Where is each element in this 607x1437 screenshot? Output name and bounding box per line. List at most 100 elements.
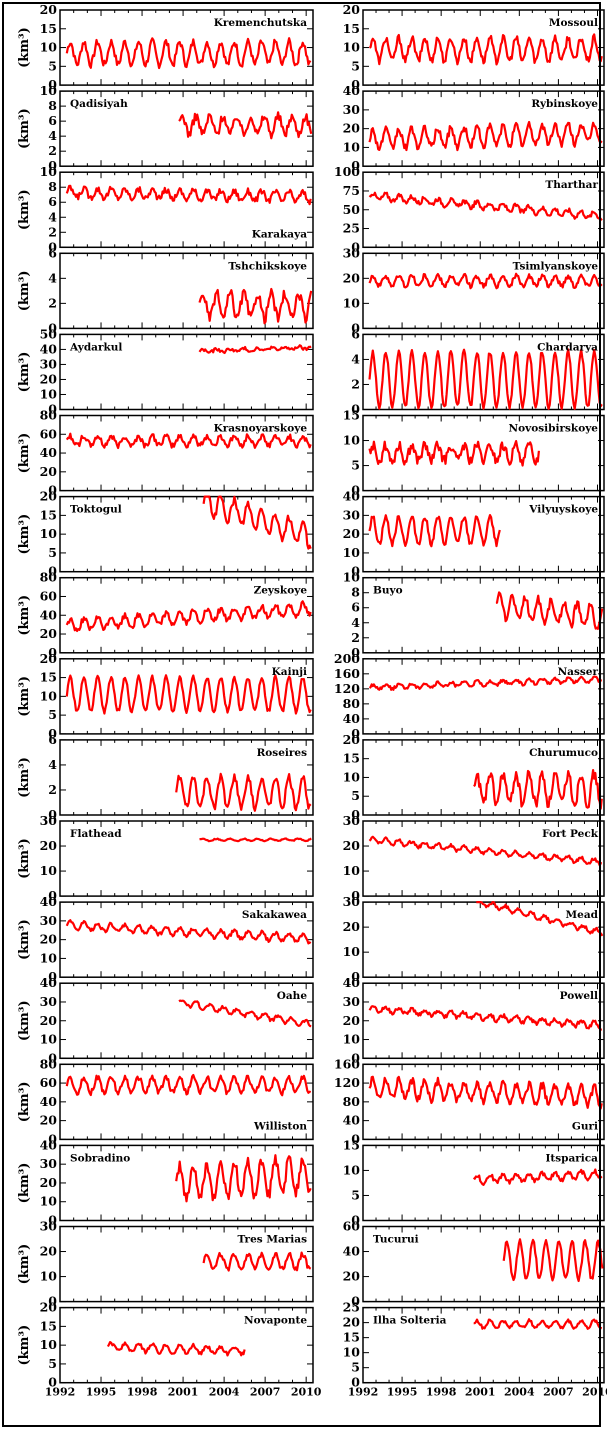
- y-tick-label: 8: [351, 585, 360, 600]
- x-tick-label: 1992: [45, 1386, 76, 1399]
- y-tick-label: 80: [40, 1056, 58, 1071]
- y-tick-label: 20: [343, 919, 361, 934]
- panel-name: Novaponte: [244, 1315, 307, 1327]
- y-tick-label: 10: [40, 164, 58, 179]
- series-line: [368, 120, 603, 152]
- series-line: [473, 769, 603, 810]
- y-axis-unit-label: (km³): [17, 757, 32, 798]
- y-tick-label: 10: [40, 83, 58, 98]
- y-tick-label: 20: [343, 1269, 361, 1284]
- series-line: [106, 1341, 246, 1357]
- y-tick-label: 4: [48, 209, 57, 224]
- x-tick-label: 2001: [465, 1386, 496, 1399]
- y-tick-label: 50: [40, 326, 58, 341]
- y-tick-label: 10: [40, 1194, 58, 1209]
- y-tick-label: 10: [343, 570, 361, 585]
- y-axis-unit-label: (km³): [17, 108, 32, 149]
- x-tick-label: 1995: [86, 1386, 117, 1399]
- y-tick-label: 10: [40, 1337, 58, 1352]
- y-tick-label: 40: [343, 1244, 361, 1259]
- series-line: [472, 1168, 603, 1186]
- y-tick-label: 40: [40, 445, 58, 460]
- y-tick-label: 20: [40, 1244, 58, 1259]
- y-tick-label: 0: [351, 1294, 360, 1309]
- y-tick-label: 60: [343, 1219, 361, 1234]
- y-tick-label: 0: [351, 402, 360, 417]
- y-tick-label: 20: [343, 526, 361, 541]
- panel-novaponte: 0 5 10 15 20 (km³) Novaponte: [17, 1300, 314, 1390]
- x-tick-label: 1995: [387, 1386, 418, 1399]
- panel-guri: 0 40 80 120 160 Guri: [334, 1056, 605, 1146]
- figure-border: [2, 2, 601, 1427]
- series-line: [65, 432, 312, 450]
- y-tick-label: 0: [351, 888, 360, 903]
- y-tick-label: 5: [48, 58, 57, 73]
- y-tick-label: 15: [40, 670, 57, 685]
- panel-name: Itsparica: [545, 1152, 598, 1164]
- y-tick-label: 15: [40, 507, 57, 522]
- y-tick-label: 20: [40, 1175, 58, 1190]
- panel-tshchikskoye: 0 2 4 6 (km³) Tshchikskoye: [17, 245, 314, 335]
- series-line: [368, 675, 602, 691]
- plot-frame: [362, 1225, 605, 1303]
- y-tick-label: 0: [351, 1213, 360, 1228]
- x-tick-label: 1998: [127, 1386, 158, 1399]
- series-line: [178, 999, 312, 1028]
- y-tick-label: 40: [40, 894, 58, 909]
- y-tick-label: 2: [48, 224, 57, 239]
- y-tick-label: 0: [48, 158, 57, 173]
- y-tick-label: 20: [40, 1013, 58, 1028]
- y-tick-label: 2: [351, 376, 360, 391]
- y-tick-label: 10: [343, 1162, 361, 1177]
- panel-name: Mead: [566, 909, 599, 921]
- y-tick-label: 60: [40, 426, 58, 441]
- series-line: [175, 1154, 312, 1203]
- y-axis-unit-label: (km³): [17, 433, 32, 474]
- y-tick-label: 0: [48, 1050, 57, 1065]
- y-tick-label: 8: [48, 98, 57, 113]
- y-axis-unit-label: (km³): [17, 1244, 32, 1285]
- y-tick-label: 0: [48, 1131, 57, 1146]
- y-axis-unit-label: (km³): [17, 676, 32, 717]
- y-tick-label: 30: [343, 994, 361, 1009]
- plot-frame: [362, 901, 605, 978]
- y-tick-label: 5: [351, 58, 360, 73]
- panel-mead: 0 10 20 30 Mead: [343, 894, 605, 984]
- y-tick-label: 0: [48, 239, 57, 254]
- plot-frame: [362, 576, 605, 654]
- panel-name: Fort Peck: [542, 828, 599, 840]
- panel-name: Ilha Solteria: [373, 1315, 447, 1327]
- y-tick-label: 20: [40, 371, 58, 386]
- panel-itsparica: 0 5 10 15 Itsparica: [343, 1137, 605, 1228]
- y-tick-label: 0: [48, 888, 57, 903]
- panel-name: Karakaya: [252, 228, 307, 240]
- y-tick-label: 20: [40, 1300, 58, 1315]
- series-line: [199, 837, 312, 843]
- panel-name: Sobradino: [70, 1152, 130, 1164]
- y-tick-label: 10: [343, 139, 361, 154]
- panel-sobradino: 0 10 20 30 40 (km³) Sobradino: [17, 1137, 314, 1228]
- plot-frame: [59, 171, 314, 249]
- y-tick-label: 25: [343, 1300, 360, 1315]
- y-tick-label: 40: [343, 1113, 361, 1128]
- x-tick-label: 2001: [168, 1386, 199, 1399]
- plot-frame: [59, 90, 314, 167]
- y-tick-label: 6: [48, 194, 57, 209]
- y-tick-label: 2: [48, 782, 57, 797]
- panel-chardarya: 0 2 4 6 Chardarya: [351, 326, 605, 417]
- series-line: [65, 919, 312, 945]
- y-tick-label: 120: [334, 681, 360, 696]
- panel-name: Buyo: [373, 585, 403, 597]
- y-tick-label: 0: [351, 645, 360, 660]
- series-line: [65, 600, 312, 633]
- panel-kremenchutska: 0 5 10 15 20 (km³) Kremenchutska: [17, 2, 314, 92]
- y-tick-label: 20: [343, 1315, 361, 1330]
- y-tick-label: 5: [48, 545, 57, 560]
- y-tick-label: 0: [48, 402, 57, 417]
- y-tick-label: 15: [343, 21, 360, 36]
- y-tick-label: 4: [48, 128, 57, 143]
- y-tick-label: 20: [343, 838, 361, 853]
- series-line: [202, 495, 312, 550]
- y-tick-label: 0: [351, 483, 360, 498]
